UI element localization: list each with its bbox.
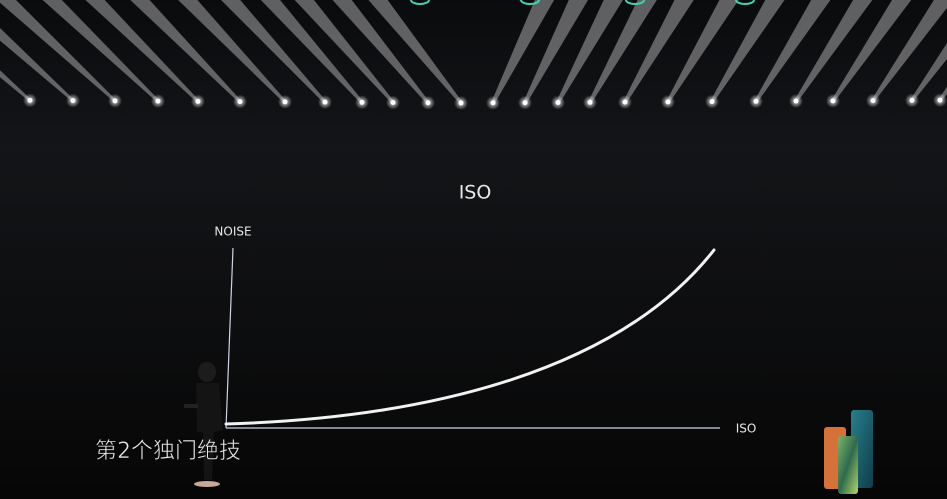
light-beam bbox=[523, 0, 589, 103]
light-beam bbox=[368, 0, 463, 103]
light bbox=[793, 98, 799, 104]
light-beam bbox=[871, 0, 947, 101]
light bbox=[665, 99, 671, 105]
top-light bbox=[625, 0, 645, 5]
light-beam bbox=[130, 0, 242, 102]
light bbox=[753, 98, 759, 104]
light-beam bbox=[0, 27, 75, 101]
light bbox=[425, 100, 431, 106]
light bbox=[937, 97, 943, 103]
light bbox=[359, 99, 365, 105]
light-beam bbox=[85, 0, 200, 102]
light-beam bbox=[332, 0, 430, 103]
light bbox=[909, 97, 915, 103]
light-beam bbox=[220, 0, 327, 103]
light-beam bbox=[556, 0, 623, 103]
light bbox=[112, 98, 118, 104]
light-beam bbox=[260, 0, 364, 103]
y-axis bbox=[225, 247, 234, 429]
light-beam bbox=[294, 0, 395, 103]
light-beam bbox=[0, 70, 32, 101]
light bbox=[870, 98, 876, 104]
light-beam bbox=[910, 43, 947, 101]
light bbox=[390, 100, 396, 106]
light bbox=[622, 99, 628, 105]
light bbox=[830, 98, 836, 104]
light-beam bbox=[0, 0, 117, 101]
light-beam bbox=[666, 0, 739, 102]
top-light bbox=[520, 0, 540, 5]
presenter bbox=[184, 362, 223, 487]
light bbox=[27, 97, 33, 103]
light bbox=[195, 98, 201, 104]
top-light bbox=[410, 0, 430, 5]
noise-curve bbox=[224, 248, 716, 426]
top-light bbox=[735, 0, 755, 5]
light bbox=[237, 99, 243, 105]
light-beam bbox=[588, 0, 657, 103]
light-beam bbox=[754, 0, 831, 102]
light-beam bbox=[491, 0, 555, 103]
x-axis-label: ISO bbox=[736, 422, 757, 436]
light bbox=[522, 100, 528, 106]
light-beam bbox=[42, 0, 160, 102]
y-axis-label: NOISE bbox=[214, 225, 251, 239]
light bbox=[490, 100, 496, 106]
light bbox=[282, 99, 288, 105]
light bbox=[709, 99, 715, 105]
light bbox=[458, 100, 464, 106]
light-beam bbox=[710, 0, 785, 102]
light-beam bbox=[794, 0, 873, 102]
light-beam bbox=[831, 0, 912, 101]
light bbox=[322, 99, 328, 105]
subtitle: 第2个独门绝技 bbox=[95, 439, 241, 464]
slide-title: ISO bbox=[459, 182, 492, 204]
light-beam bbox=[178, 0, 287, 102]
stage-lights bbox=[0, 0, 947, 110]
light bbox=[155, 98, 161, 104]
light bbox=[555, 99, 561, 105]
phones bbox=[824, 410, 873, 494]
light bbox=[70, 98, 76, 104]
light-beam bbox=[623, 0, 694, 103]
light bbox=[587, 99, 593, 105]
